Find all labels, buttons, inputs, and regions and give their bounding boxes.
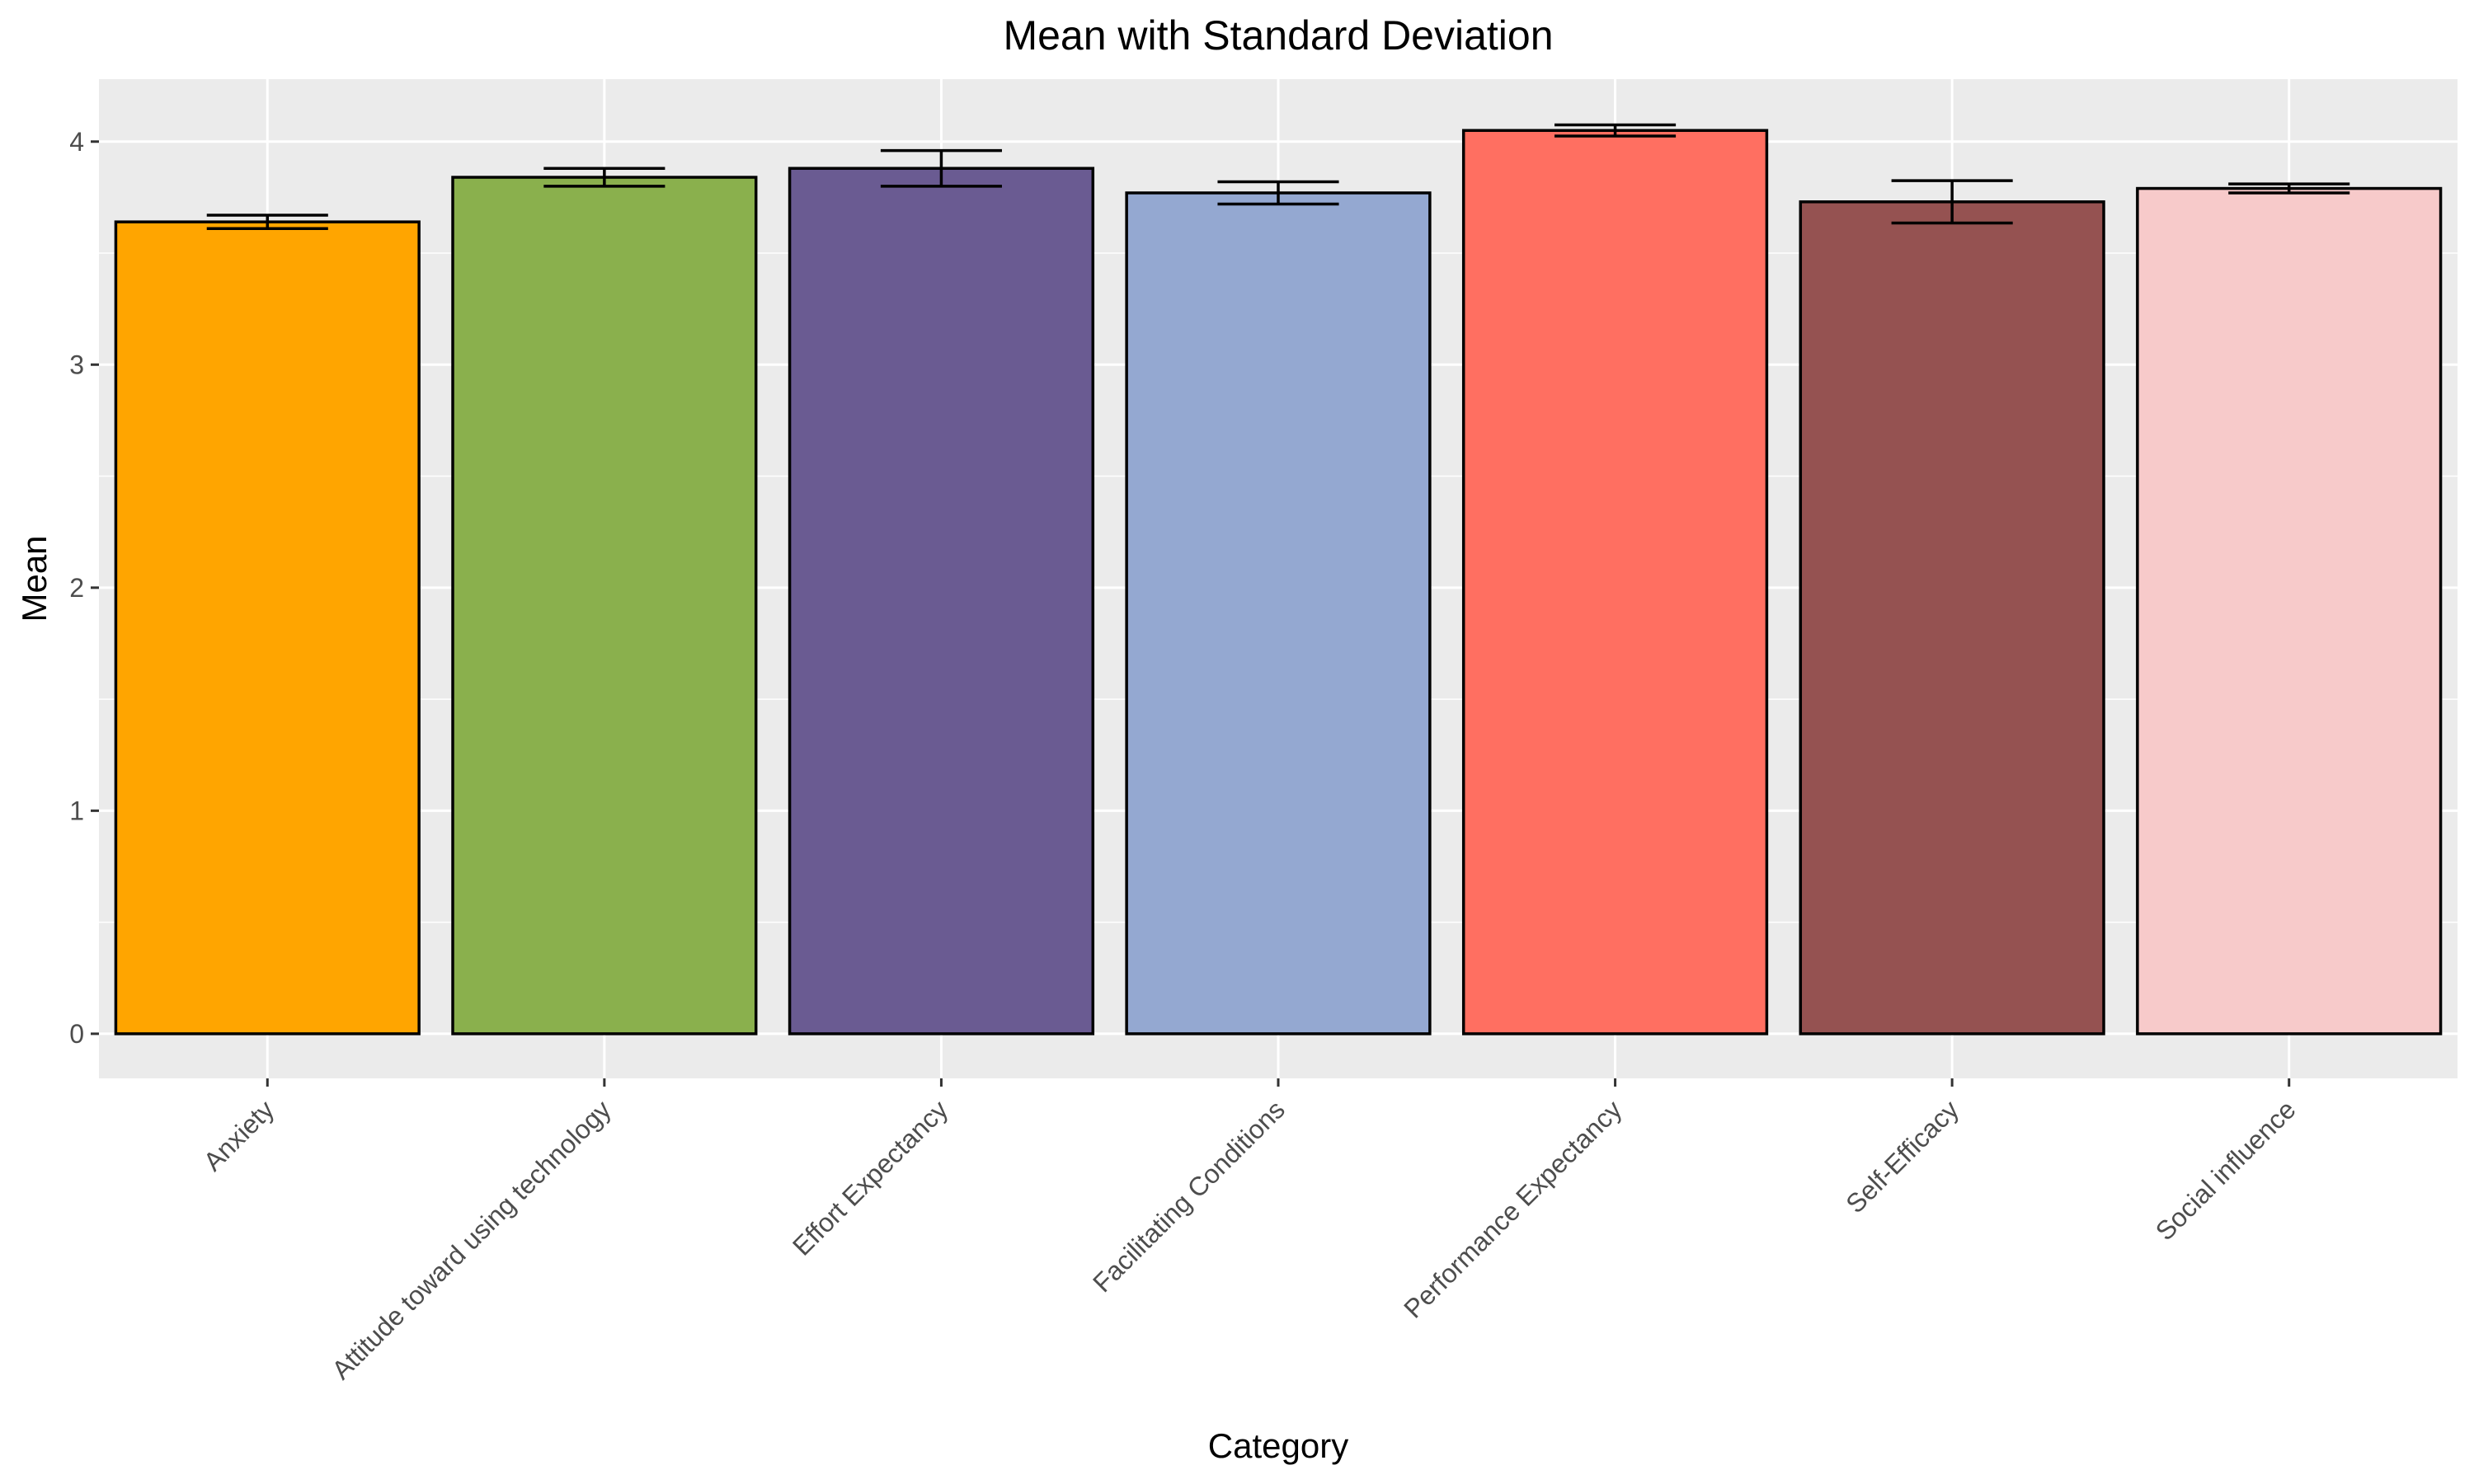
- bar-effort-expectancy: [788, 167, 1095, 1036]
- x-axis: Anxiety Attitude toward using technology E…: [198, 1078, 2302, 1385]
- y-tick-label: 2: [69, 573, 84, 603]
- bars: [114, 129, 2443, 1036]
- x-axis-title: Category: [1208, 1426, 1348, 1465]
- y-tick-label: 3: [69, 350, 84, 379]
- x-tick-label: Self-Efficacy: [1840, 1094, 1964, 1219]
- bar-anxiety: [114, 220, 421, 1036]
- bar-facilitating-conditions: [1125, 191, 1432, 1036]
- y-tick-label: 0: [69, 1019, 84, 1049]
- y-tick-label: 4: [69, 127, 84, 157]
- x-tick-label: Attitude toward using technology: [326, 1094, 617, 1385]
- bar-performance-expectancy: [1461, 129, 1769, 1036]
- chart-title: Mean with Standard Deviation: [1003, 12, 1553, 59]
- bar-attitude-toward-using-technology: [451, 176, 758, 1036]
- x-tick-label: Effort Expectancy: [787, 1094, 953, 1261]
- y-axis-title: Mean: [15, 535, 54, 622]
- bar-self-efficacy: [1799, 200, 2105, 1036]
- bar-social-influence: [2136, 186, 2443, 1036]
- y-tick-label: 1: [69, 796, 84, 825]
- y-axis: 0 1 2 3 4: [69, 127, 99, 1049]
- x-tick-label: Facilitating Conditions: [1087, 1094, 1291, 1298]
- x-tick-label: Social influence: [2150, 1094, 2302, 1246]
- error-bars: [206, 123, 2350, 231]
- x-tick-label: Anxiety: [198, 1094, 280, 1176]
- x-tick-label: Performance Expectancy: [1398, 1094, 1627, 1323]
